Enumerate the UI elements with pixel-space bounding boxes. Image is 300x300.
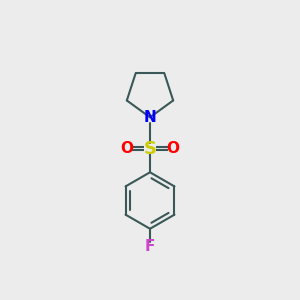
Text: N: N [144,110,156,125]
Text: F: F [145,239,155,254]
Text: O: O [120,141,133,156]
Text: O: O [167,141,180,156]
Text: S: S [143,140,157,158]
